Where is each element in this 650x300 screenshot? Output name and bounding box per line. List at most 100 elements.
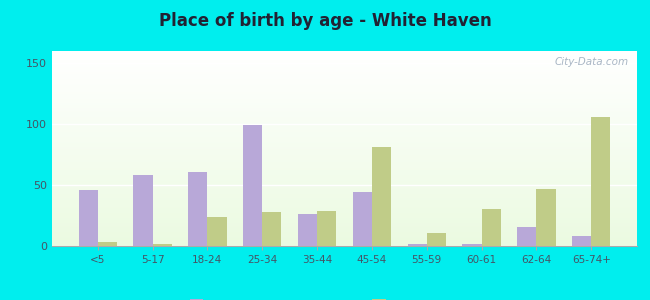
Bar — [52, 180, 637, 181]
Bar — [52, 178, 637, 179]
Bar — [52, 90, 637, 91]
Bar — [52, 148, 637, 149]
Bar — [52, 82, 637, 83]
Bar — [52, 143, 637, 144]
Bar — [52, 123, 637, 124]
Bar — [52, 236, 637, 237]
Bar — [52, 84, 637, 85]
Bar — [52, 217, 637, 218]
Bar — [52, 199, 637, 200]
Bar — [52, 158, 637, 159]
Bar — [52, 85, 637, 86]
Bar — [52, 150, 637, 152]
Bar — [52, 185, 637, 187]
Bar — [52, 157, 637, 158]
Bar — [52, 183, 637, 184]
Bar — [52, 83, 637, 84]
Bar — [52, 134, 637, 135]
Bar — [52, 131, 637, 132]
Bar — [52, 238, 637, 239]
Bar — [52, 124, 637, 125]
Bar — [52, 237, 637, 238]
Bar — [52, 91, 637, 92]
Bar — [52, 101, 637, 102]
Bar — [52, 179, 637, 180]
Bar — [52, 81, 637, 82]
Bar — [52, 89, 637, 90]
Bar — [52, 191, 637, 192]
Bar — [52, 67, 637, 68]
Bar — [52, 160, 637, 161]
Bar — [52, 214, 637, 215]
Bar — [52, 68, 637, 70]
Bar — [52, 130, 637, 131]
Bar — [52, 139, 637, 140]
Bar — [52, 171, 637, 172]
Bar — [572, 236, 592, 246]
Bar — [52, 202, 637, 203]
Bar — [52, 92, 637, 93]
Legend: Born in state of residence, Born in other state: Born in state of residence, Born in othe… — [185, 295, 504, 300]
Bar — [52, 156, 637, 157]
Bar — [52, 207, 637, 208]
Bar — [52, 170, 637, 171]
Bar — [52, 209, 637, 210]
Bar — [52, 109, 637, 110]
Bar — [52, 61, 637, 62]
Bar — [52, 80, 637, 81]
Bar — [52, 105, 637, 106]
Bar — [133, 175, 153, 246]
Bar — [52, 58, 637, 59]
Bar — [52, 240, 637, 241]
Bar — [52, 244, 637, 245]
Bar — [52, 116, 637, 117]
Bar — [52, 71, 637, 72]
Bar — [52, 166, 637, 167]
Bar — [52, 194, 637, 195]
Bar — [52, 243, 637, 244]
Bar — [52, 172, 637, 173]
Bar — [52, 53, 637, 54]
Bar — [79, 190, 97, 246]
Bar — [52, 121, 637, 122]
Bar — [52, 103, 637, 105]
Bar — [52, 231, 637, 232]
Bar — [52, 205, 637, 206]
Bar — [52, 120, 637, 121]
Bar — [353, 192, 372, 246]
Bar — [52, 52, 637, 53]
Bar — [52, 168, 637, 169]
Bar — [153, 244, 172, 246]
Bar — [52, 159, 637, 160]
Bar — [52, 206, 637, 207]
Bar — [52, 140, 637, 141]
Bar — [52, 213, 637, 214]
Bar — [52, 161, 637, 162]
Bar — [408, 244, 427, 246]
Bar — [52, 62, 637, 63]
Bar — [52, 87, 637, 88]
Bar — [52, 128, 637, 129]
Bar — [52, 56, 637, 57]
Bar — [52, 203, 637, 204]
Bar — [52, 113, 637, 114]
Bar — [52, 182, 637, 183]
Bar — [52, 187, 637, 188]
Bar — [98, 242, 117, 246]
Bar — [52, 230, 637, 231]
Bar — [52, 229, 637, 230]
Bar — [52, 234, 637, 235]
Bar — [52, 141, 637, 142]
Bar — [52, 165, 637, 166]
Bar — [262, 212, 281, 246]
Bar — [52, 226, 637, 227]
Bar — [52, 75, 637, 76]
Bar — [52, 239, 637, 240]
Bar — [52, 95, 637, 96]
Bar — [52, 96, 637, 97]
Bar — [52, 242, 637, 243]
Bar — [52, 127, 637, 128]
Bar — [52, 59, 637, 60]
Bar — [462, 244, 482, 246]
Text: City-Data.com: City-Data.com — [554, 57, 628, 67]
